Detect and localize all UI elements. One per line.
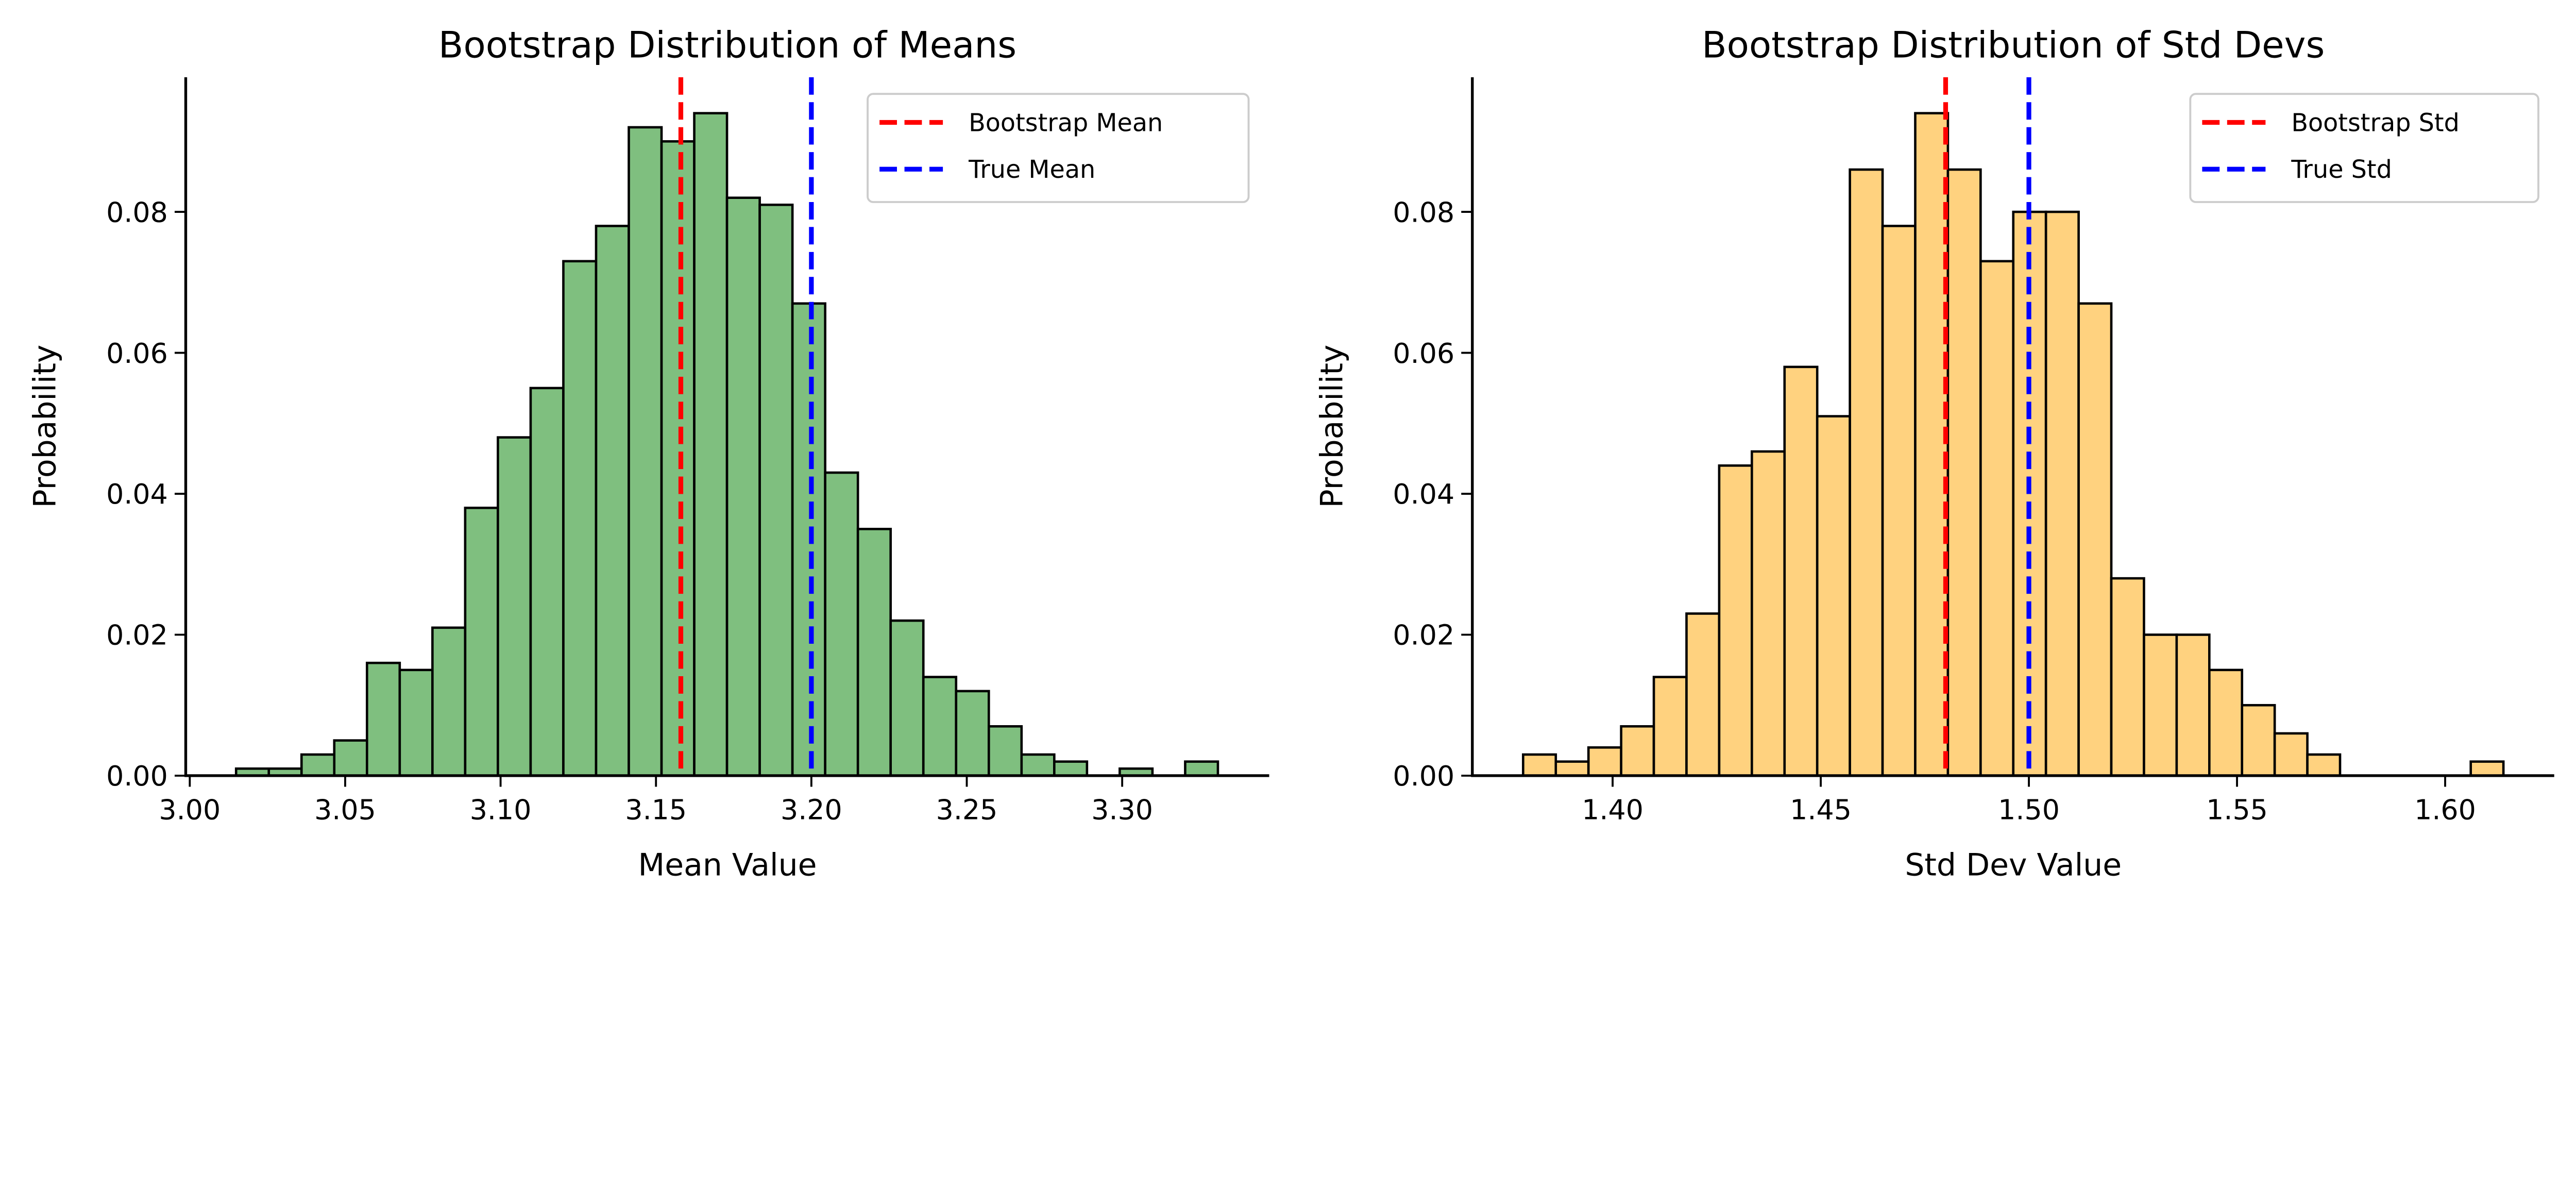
histogram-bar	[333, 739, 368, 777]
histogram-bar	[1783, 365, 1819, 777]
histogram-bar	[300, 753, 336, 777]
histogram-bar	[464, 507, 499, 777]
x-tick-label: 3.30	[1091, 794, 1153, 826]
legend-label: Bootstrap Mean	[969, 109, 1163, 137]
histogram-bar	[791, 302, 826, 777]
histogram-bar	[431, 626, 467, 777]
legend: Bootstrap Std True Std	[2189, 93, 2539, 203]
x-tick-label: 1.55	[2206, 794, 2268, 826]
y-tick-label: 0.00	[1393, 760, 1454, 792]
y-tick-label: 0.08	[106, 196, 168, 228]
legend-label: True Mean	[968, 156, 1095, 184]
y-tick-label: 0.04	[106, 478, 168, 510]
histogram-bar	[1816, 415, 1851, 777]
histogram-bar	[2110, 577, 2145, 777]
histogram-bar	[1881, 225, 1917, 777]
histogram-bar	[1914, 112, 1950, 777]
histogram-bar	[595, 225, 630, 777]
histogram-bar	[2306, 753, 2342, 777]
histogram-bar	[856, 528, 892, 777]
histogram-bar	[2077, 302, 2113, 777]
figure-canvas: Bootstrap Distribution of Means Mean Val…	[27, 23, 2554, 883]
histogram-bar	[660, 140, 696, 777]
legend-box	[2189, 93, 2539, 203]
means-histogram-panel: Bootstrap Distribution of Means Mean Val…	[27, 23, 1269, 883]
histogram-bar	[1587, 746, 1622, 777]
histogram-bar	[1718, 464, 1753, 777]
y-tick-label: 0.06	[106, 337, 168, 370]
y-tick-label: 0.08	[1393, 196, 1454, 228]
chart-title: Bootstrap Distribution of Means	[438, 23, 1016, 66]
histogram-bar	[1522, 753, 1557, 777]
x-axis-label: Mean Value	[638, 847, 817, 883]
histogram-bar	[497, 436, 532, 777]
histogram-bar	[693, 112, 728, 777]
histogram-bar	[758, 204, 794, 777]
histogram-bar	[889, 619, 925, 777]
histogram-bar	[1554, 760, 1590, 777]
histogram-bar	[398, 668, 434, 777]
histogram-bar	[955, 690, 990, 777]
histogram-bar	[2044, 210, 2080, 777]
histogram-bar	[562, 260, 598, 777]
stddevs-histogram-panel: Bootstrap Distribution of Std Devs Std D…	[1314, 23, 2554, 883]
histogram-bar	[1849, 168, 1884, 777]
y-tick-label: 0.06	[1393, 337, 1454, 370]
histogram-bar	[1946, 168, 1982, 777]
x-tick-label: 3.25	[936, 794, 998, 826]
histogram-bar	[2469, 760, 2505, 777]
histogram-bar	[824, 471, 859, 777]
histogram-bar	[2175, 633, 2211, 777]
legend-label: True Std	[2291, 156, 2392, 184]
histogram-bar	[2273, 732, 2309, 777]
histogram-bar	[1053, 760, 1089, 777]
histogram-bar	[529, 387, 565, 777]
histogram-bar	[1184, 760, 1219, 777]
histogram-bar	[628, 126, 663, 777]
histogram-bar	[1979, 260, 2015, 777]
x-tick-label: 3.10	[470, 794, 532, 826]
y-axis-label: Probability	[27, 345, 63, 508]
x-tick-label: 3.20	[781, 794, 842, 826]
histogram-bar	[2208, 668, 2244, 777]
x-tick-label: 1.45	[1790, 794, 1852, 826]
chart-title: Bootstrap Distribution of Std Devs	[1702, 23, 2325, 66]
y-axis-label: Probability	[1314, 345, 1350, 508]
x-axis-label: Std Dev Value	[1905, 847, 2122, 883]
histogram-bar	[2241, 704, 2276, 777]
histogram-bar	[1620, 725, 1655, 777]
histogram-bar	[987, 725, 1023, 777]
legend: Bootstrap Mean True Mean	[867, 93, 1250, 203]
x-tick-label: 1.40	[1582, 794, 1643, 826]
x-tick-label: 3.15	[625, 794, 687, 826]
x-tick-label: 1.60	[2414, 794, 2476, 826]
figure: Bootstrap Distribution of Means Mean Val…	[27, 23, 2554, 883]
x-tick-label: 3.05	[314, 794, 376, 826]
histogram-bar	[1685, 612, 1721, 777]
y-tick-label: 0.02	[106, 619, 168, 651]
x-tick-label: 3.00	[159, 794, 221, 826]
histogram-bar	[1020, 753, 1056, 777]
y-tick-label: 0.00	[106, 760, 168, 792]
y-tick-label: 0.04	[1393, 478, 1454, 510]
legend-label: Bootstrap Std	[2291, 109, 2459, 137]
histogram-bar	[1652, 676, 1688, 777]
y-tick-label: 0.02	[1393, 619, 1454, 651]
histogram-bar	[725, 196, 761, 777]
histogram-bar	[922, 676, 958, 777]
x-tick-label: 1.50	[1998, 794, 2060, 826]
histogram-bar	[2143, 633, 2178, 777]
histogram-bar	[1751, 450, 1786, 777]
legend-box	[867, 93, 1250, 203]
histogram-bar	[366, 661, 401, 777]
